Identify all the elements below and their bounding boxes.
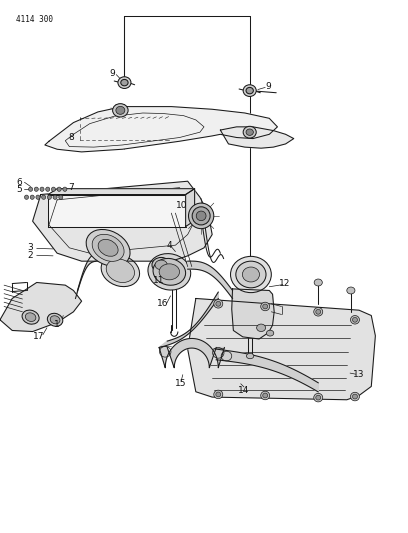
Ellipse shape xyxy=(216,392,221,397)
Ellipse shape xyxy=(106,259,135,282)
Ellipse shape xyxy=(50,316,60,324)
Ellipse shape xyxy=(353,394,357,399)
Ellipse shape xyxy=(314,393,323,402)
Ellipse shape xyxy=(192,207,210,225)
Ellipse shape xyxy=(47,313,63,326)
Ellipse shape xyxy=(263,304,268,309)
Ellipse shape xyxy=(24,195,29,199)
Ellipse shape xyxy=(148,254,191,290)
Ellipse shape xyxy=(101,255,140,287)
Ellipse shape xyxy=(121,79,128,86)
Text: 11: 11 xyxy=(153,277,165,285)
Polygon shape xyxy=(0,282,82,332)
Ellipse shape xyxy=(40,187,44,191)
Ellipse shape xyxy=(242,267,259,282)
Ellipse shape xyxy=(63,187,67,191)
Ellipse shape xyxy=(47,195,51,199)
Text: 10: 10 xyxy=(176,201,187,209)
Text: 14: 14 xyxy=(238,386,250,394)
Ellipse shape xyxy=(316,309,321,314)
Polygon shape xyxy=(188,298,375,400)
Ellipse shape xyxy=(59,195,63,199)
Ellipse shape xyxy=(98,239,118,256)
Ellipse shape xyxy=(57,187,61,191)
Ellipse shape xyxy=(46,187,50,191)
Ellipse shape xyxy=(214,390,223,399)
Ellipse shape xyxy=(263,393,268,398)
Ellipse shape xyxy=(113,103,128,117)
Text: 3: 3 xyxy=(28,243,33,252)
Ellipse shape xyxy=(231,256,271,293)
Text: 2: 2 xyxy=(28,251,33,260)
Ellipse shape xyxy=(34,187,38,191)
Ellipse shape xyxy=(261,391,270,400)
Ellipse shape xyxy=(25,313,36,321)
Ellipse shape xyxy=(188,203,214,229)
Ellipse shape xyxy=(314,279,322,286)
Ellipse shape xyxy=(118,77,131,88)
Ellipse shape xyxy=(246,129,253,135)
Text: 5: 5 xyxy=(17,185,22,193)
Ellipse shape xyxy=(155,260,167,270)
Text: 7: 7 xyxy=(69,183,74,192)
Ellipse shape xyxy=(22,310,39,324)
Ellipse shape xyxy=(353,317,357,322)
Polygon shape xyxy=(186,189,195,227)
Ellipse shape xyxy=(236,261,266,288)
Text: 1: 1 xyxy=(54,320,60,328)
Ellipse shape xyxy=(246,353,254,359)
Text: 9: 9 xyxy=(109,69,115,78)
Ellipse shape xyxy=(92,235,124,261)
Text: 17: 17 xyxy=(33,333,44,341)
Polygon shape xyxy=(216,349,318,392)
Ellipse shape xyxy=(316,395,321,400)
Ellipse shape xyxy=(86,230,130,266)
Polygon shape xyxy=(45,107,277,152)
Text: 8: 8 xyxy=(69,133,74,142)
Polygon shape xyxy=(232,289,274,339)
Polygon shape xyxy=(159,338,224,368)
Ellipse shape xyxy=(266,330,274,336)
Ellipse shape xyxy=(116,106,125,114)
Text: 4114 300: 4114 300 xyxy=(16,15,53,24)
Text: 9: 9 xyxy=(266,82,271,91)
Text: 16: 16 xyxy=(157,300,168,308)
Ellipse shape xyxy=(246,87,253,94)
Ellipse shape xyxy=(153,259,186,285)
Polygon shape xyxy=(159,292,218,348)
Ellipse shape xyxy=(36,195,40,199)
Ellipse shape xyxy=(159,264,180,280)
Polygon shape xyxy=(48,189,195,195)
Ellipse shape xyxy=(243,85,256,96)
Ellipse shape xyxy=(152,257,171,272)
Text: 4: 4 xyxy=(166,241,172,249)
Ellipse shape xyxy=(350,316,359,324)
Polygon shape xyxy=(48,195,186,227)
Ellipse shape xyxy=(42,195,46,199)
Ellipse shape xyxy=(216,302,221,306)
Text: 13: 13 xyxy=(353,370,364,378)
Ellipse shape xyxy=(196,211,206,221)
Ellipse shape xyxy=(314,308,323,316)
Ellipse shape xyxy=(51,187,55,191)
Ellipse shape xyxy=(30,195,34,199)
Text: 6: 6 xyxy=(17,178,22,187)
Polygon shape xyxy=(33,181,212,261)
Ellipse shape xyxy=(53,195,57,199)
Text: 12: 12 xyxy=(279,279,290,288)
Ellipse shape xyxy=(29,187,33,191)
Polygon shape xyxy=(75,253,98,298)
Polygon shape xyxy=(220,127,294,148)
Ellipse shape xyxy=(350,392,359,401)
Ellipse shape xyxy=(214,300,223,308)
Ellipse shape xyxy=(243,126,256,138)
Text: 15: 15 xyxy=(175,379,187,388)
Polygon shape xyxy=(188,261,233,298)
Ellipse shape xyxy=(257,324,266,332)
Ellipse shape xyxy=(347,287,355,294)
Ellipse shape xyxy=(261,302,270,311)
